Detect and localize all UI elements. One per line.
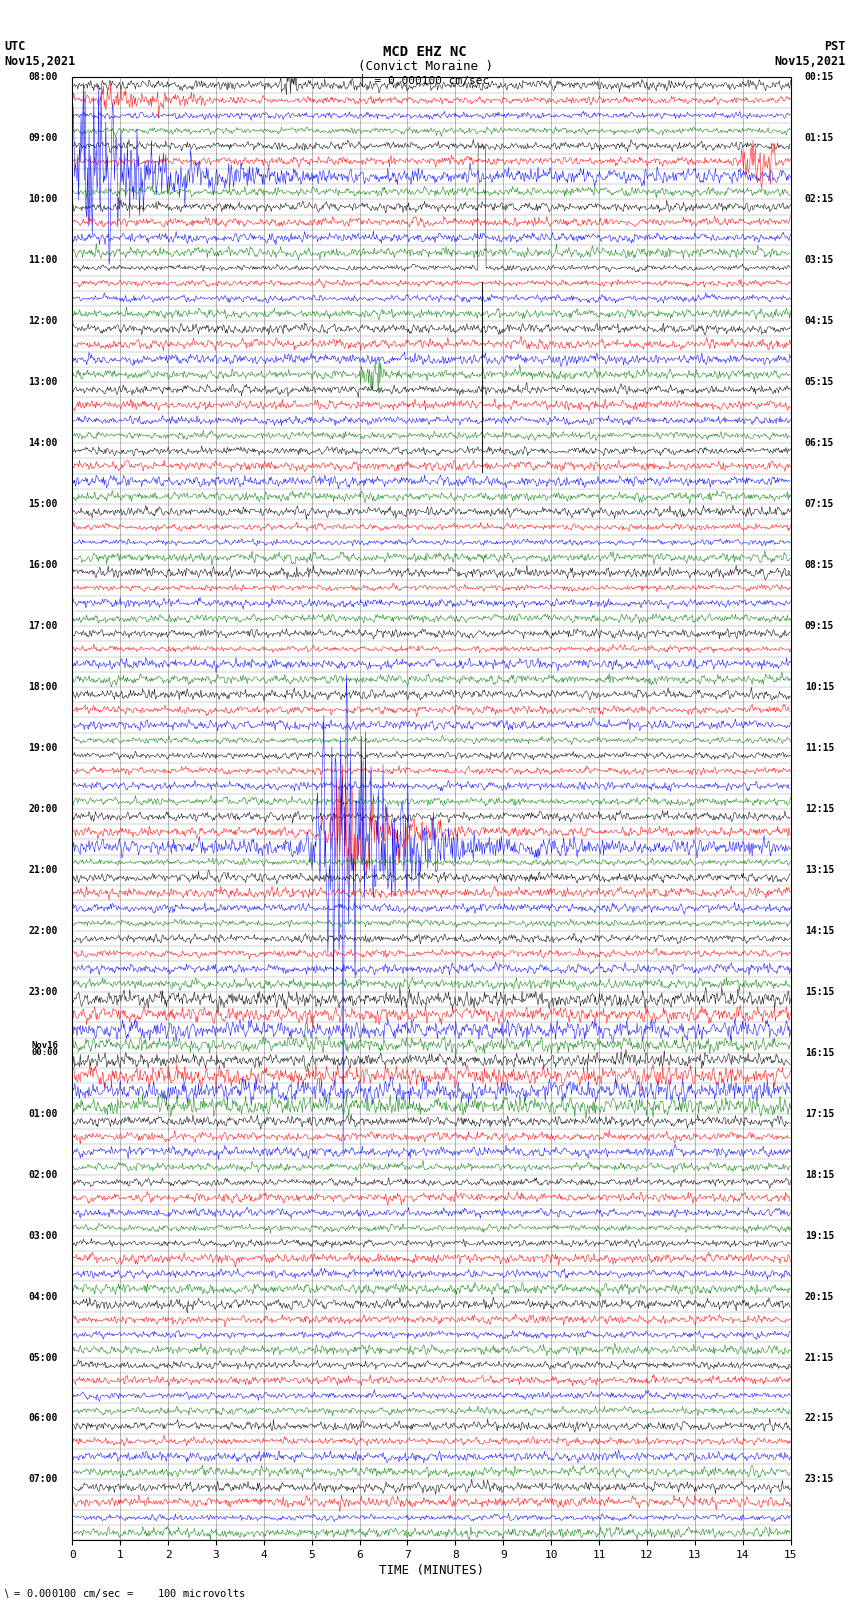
Text: 00:15: 00:15 [805, 73, 834, 82]
Text: 11:15: 11:15 [805, 744, 834, 753]
Text: 05:15: 05:15 [805, 377, 834, 387]
Text: 01:15: 01:15 [805, 134, 834, 144]
Text: 03:15: 03:15 [805, 255, 834, 265]
Text: 04:15: 04:15 [805, 316, 834, 326]
Text: 11:00: 11:00 [29, 255, 58, 265]
Text: 12:00: 12:00 [29, 316, 58, 326]
Text: Nov16: Nov16 [31, 1040, 58, 1050]
Text: 10:15: 10:15 [805, 682, 834, 692]
Text: 05:00: 05:00 [29, 1353, 58, 1363]
Text: 06:00: 06:00 [29, 1413, 58, 1424]
Text: 15:00: 15:00 [29, 498, 58, 510]
Text: 16:15: 16:15 [805, 1048, 834, 1058]
Text: 14:00: 14:00 [29, 439, 58, 448]
Text: 02:00: 02:00 [29, 1169, 58, 1179]
Text: 20:15: 20:15 [805, 1292, 834, 1302]
X-axis label: TIME (MINUTES): TIME (MINUTES) [379, 1565, 484, 1578]
Text: 22:15: 22:15 [805, 1413, 834, 1424]
Text: 13:00: 13:00 [29, 377, 58, 387]
Text: 16:00: 16:00 [29, 560, 58, 569]
Text: 15:15: 15:15 [805, 987, 834, 997]
Text: 10:00: 10:00 [29, 194, 58, 205]
Text: 07:15: 07:15 [805, 498, 834, 510]
Text: 21:15: 21:15 [805, 1353, 834, 1363]
Text: 09:15: 09:15 [805, 621, 834, 631]
Text: UTC: UTC [4, 40, 26, 53]
Text: $\mathsf{\backslash}$ = 0.000100 cm/sec =    100 microvolts: $\mathsf{\backslash}$ = 0.000100 cm/sec … [4, 1587, 246, 1600]
Text: 17:00: 17:00 [29, 621, 58, 631]
Text: 19:15: 19:15 [805, 1231, 834, 1240]
Text: 02:15: 02:15 [805, 194, 834, 205]
Text: 21:00: 21:00 [29, 865, 58, 874]
Text: 23:15: 23:15 [805, 1474, 834, 1484]
Text: 12:15: 12:15 [805, 803, 834, 815]
Text: 18:00: 18:00 [29, 682, 58, 692]
Text: 08:00: 08:00 [29, 73, 58, 82]
Text: 04:00: 04:00 [29, 1292, 58, 1302]
Text: 09:00: 09:00 [29, 134, 58, 144]
Text: PST: PST [824, 40, 846, 53]
Text: (Convict Moraine ): (Convict Moraine ) [358, 60, 492, 73]
Text: Nov15,2021: Nov15,2021 [774, 55, 846, 68]
Text: Nov15,2021: Nov15,2021 [4, 55, 76, 68]
Text: 06:15: 06:15 [805, 439, 834, 448]
Text: 01:00: 01:00 [29, 1108, 58, 1119]
Text: 23:00: 23:00 [29, 987, 58, 997]
Text: 20:00: 20:00 [29, 803, 58, 815]
Text: 18:15: 18:15 [805, 1169, 834, 1179]
Text: 14:15: 14:15 [805, 926, 834, 936]
Text: 07:00: 07:00 [29, 1474, 58, 1484]
Text: 00:00: 00:00 [31, 1048, 58, 1057]
Text: 13:15: 13:15 [805, 865, 834, 874]
Text: 22:00: 22:00 [29, 926, 58, 936]
Text: 03:00: 03:00 [29, 1231, 58, 1240]
Text: MCD EHZ NC: MCD EHZ NC [383, 45, 467, 60]
Text: ▏ = 0.000100 cm/sec: ▏ = 0.000100 cm/sec [361, 74, 489, 87]
Text: 19:00: 19:00 [29, 744, 58, 753]
Text: 17:15: 17:15 [805, 1108, 834, 1119]
Text: 08:15: 08:15 [805, 560, 834, 569]
